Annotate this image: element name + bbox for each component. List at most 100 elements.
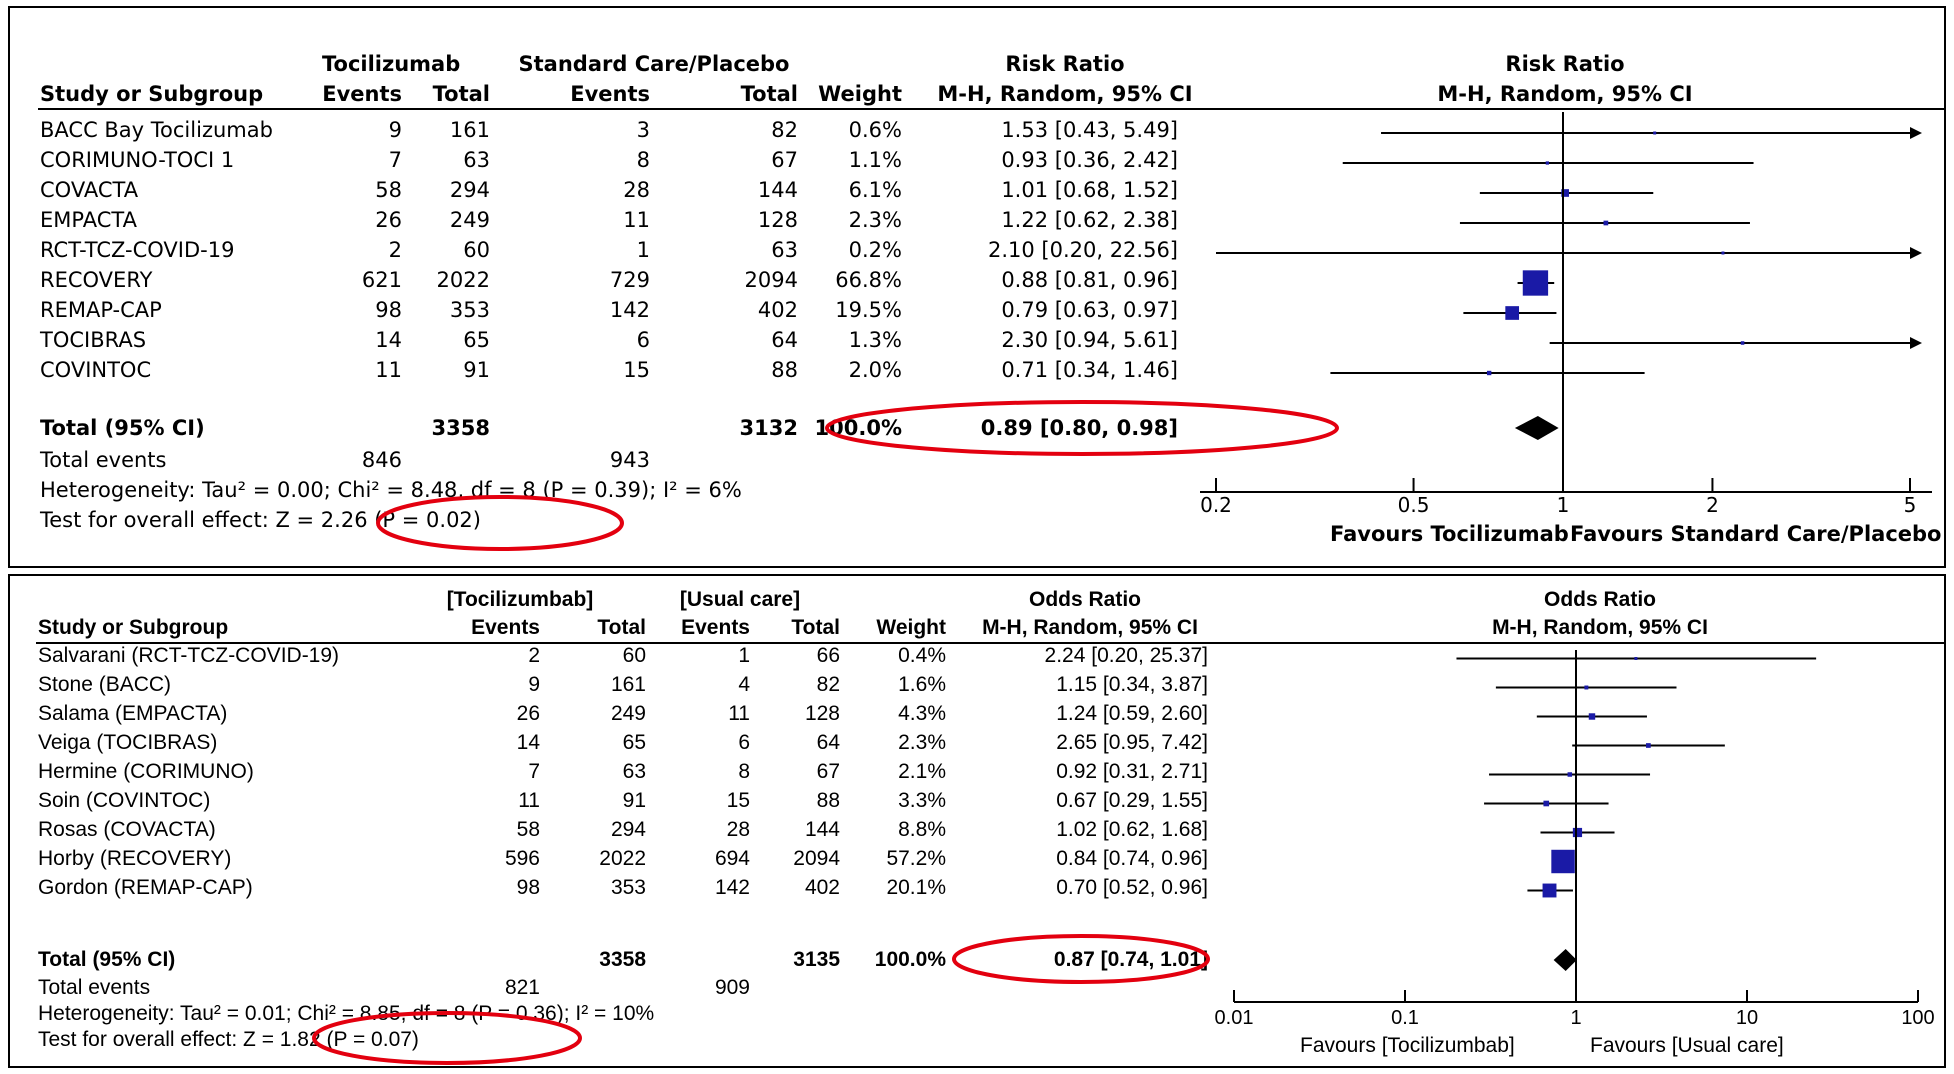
events-1: 7 [388,148,402,172]
events-2: 28 [726,818,750,841]
point-estimate-square [1543,800,1550,807]
highlight-ellipse [952,934,1210,984]
total-ci: 0.87 [0.74, 1.01] [1053,948,1208,971]
total-2: 88 [816,789,840,812]
total-2: 128 [804,702,840,725]
effect-ci: 2.30 [0.94, 5.61] [1001,328,1178,352]
highlight-ellipse [376,495,624,551]
total-2: 67 [816,760,840,783]
total-1: 63 [622,760,646,783]
total-1: 294 [610,818,646,841]
events-2: 729 [609,268,650,292]
effect-ci: 0.70 [0.52, 0.96] [1056,876,1208,899]
total-2: 82 [771,118,798,142]
point-estimate-square [1505,306,1520,320]
total-2: 128 [757,208,798,232]
study-name: TOCIBRAS [40,328,147,352]
x-tick-label: 0.01 [1215,1007,1254,1029]
weight-value: 19.5% [835,298,902,322]
point-estimate-square [1561,189,1569,197]
weight-value: 1.6% [898,673,946,696]
total1-header: Total [597,616,646,639]
events-1: 621 [361,268,402,292]
events-1: 9 [528,673,540,696]
heterogeneity-text: Heterogeneity: Tau² = 0.00; Chi² = 8.48,… [40,478,742,502]
total-ci: 0.89 [0.80, 0.98] [980,416,1178,440]
x-tick-label: 0.5 [1398,493,1430,517]
total-1: 91 [463,358,490,382]
point-estimate-square [1740,341,1745,345]
weight-value: 3.3% [898,789,946,812]
highlight-ellipse [312,1011,582,1065]
events-1: 14 [375,328,402,352]
total-2: 88 [771,358,798,382]
favours-right-label: Favours Standard Care/Placebo [1570,522,1942,546]
events-1: 26 [516,702,540,725]
total-2: 82 [816,673,840,696]
total-events-2: 909 [714,976,750,999]
total2-header: Total [740,82,798,106]
x-tick-label: 0.2 [1200,493,1232,517]
favours-left-label: Favours [Tocilizumbab] [1300,1034,1515,1057]
events-2: 28 [623,178,650,202]
forest-plot-area: 0.01 0.1 1 10 100 [312,650,1935,1065]
favours-right-label: Favours [Usual care] [1590,1034,1784,1057]
events-1: 9 [388,118,402,142]
total-2: 144 [757,178,798,202]
overall-effect-text: Test for overall effect: Z = 2.26 (P = 0… [40,508,481,532]
point-estimate-square [1545,161,1549,165]
plot-title-header: Odds Ratio [1543,588,1656,611]
point-estimate-square [1721,251,1725,255]
point-estimate-square [1603,220,1609,226]
study-name: COVACTA [40,178,139,202]
weight-value: 66.8% [835,268,902,292]
ci-arrow [1910,247,1922,259]
forest-plot-area: 0.2 0.5 1 2 5 [376,112,1932,551]
x-tick-label: 1 [1570,1007,1581,1029]
events-2: 1 [738,644,750,667]
effect-method-header: M-H, Random, 95% CI [937,82,1193,106]
point-estimate-square [1584,685,1589,690]
total-1: 353 [449,298,490,322]
favours-left-label: Favours Tocilizumab [1330,522,1569,546]
study-name: Soin (COVINTOC) [38,789,211,812]
point-estimate-square [1653,131,1657,135]
header-rule [38,108,1944,110]
total-1: 65 [622,731,646,754]
effect-ci: 1.02 [0.62, 1.68] [1056,818,1208,841]
events-2: 15 [726,789,750,812]
study-name: Stone (BACC) [38,673,172,696]
effect-ci: 1.53 [0.43, 5.49] [1001,118,1178,142]
total-1: 60 [463,238,490,262]
events-2: 15 [623,358,650,382]
highlight-ellipse [825,400,1339,456]
total-label: Total (95% CI) [40,416,205,440]
effect-ci: 0.71 [0.34, 1.46] [1001,358,1178,382]
point-estimate-square [1542,883,1557,898]
total-1: 161 [610,673,646,696]
total-weight: 100.0% [874,948,946,971]
weight-value: 1.3% [848,328,902,352]
total-2: 2094 [793,847,840,870]
events-2: 142 [714,876,750,899]
weight-value: 2.3% [898,731,946,754]
events-1: 58 [375,178,402,202]
events-1: 7 [528,760,540,783]
total-2: 402 [757,298,798,322]
total-1: 249 [610,702,646,725]
events2-header: Events [570,82,650,106]
events-1: 58 [516,818,540,841]
effect-ci: 1.15 [0.34, 3.87] [1056,673,1208,696]
effect-ci: 0.79 [0.63, 0.97] [1001,298,1178,322]
effect-ci: 1.22 [0.62, 2.38] [1001,208,1178,232]
study-column-header: Study or Subgroup [40,82,264,106]
effect-ci: 2.65 [0.95, 7.42] [1056,731,1208,754]
events-1: 2 [388,238,402,262]
total-1: 63 [463,148,490,172]
total-1: 249 [449,208,490,232]
weight-header: Weight [818,82,902,106]
total-2: 66 [816,644,840,667]
weight-value: 0.6% [848,118,902,142]
risk-ratio-forest-plot: Tocilizumab Standard Care/Placebo Risk R… [8,6,1946,568]
weight-value: 2.3% [848,208,902,232]
